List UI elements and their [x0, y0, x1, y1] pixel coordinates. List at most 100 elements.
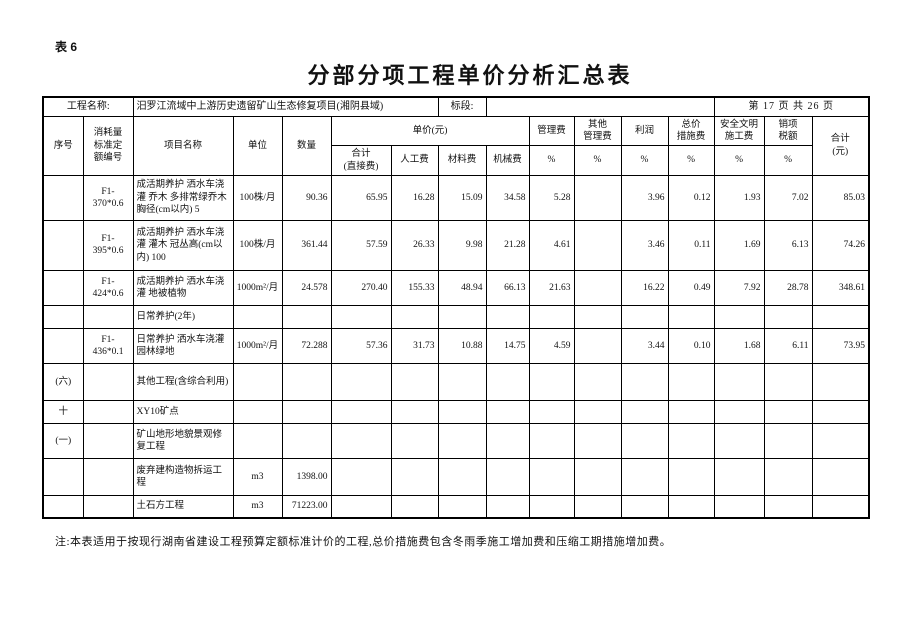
header-safety: 安全文明 施工费 [713, 115, 765, 147]
cell-qty: 24.578 [281, 269, 332, 306]
cell-unit [232, 362, 283, 401]
cell-labor: 26.33 [390, 219, 439, 271]
table-body: F1- 370*0.6 成活期养护 洒水车浇灌 乔木 多排常绿乔木 胸径(cm以内… [42, 174, 870, 519]
cell-total [811, 362, 870, 401]
header-management: 管理费 [528, 115, 575, 147]
header-tax: 销项 税额 [763, 115, 813, 147]
table-head: 工程名称: 汨罗江流域中上游历史遗留矿山生态修复项目(湘阴县域) 标段: 第 1… [42, 96, 870, 176]
header-management-pct: % [528, 145, 575, 176]
cell-name: 土石方工程 [132, 494, 234, 519]
table-row: F1- 370*0.6 成活期养护 洒水车浇灌 乔木 多排常绿乔木 胸径(cm以内… [42, 174, 870, 221]
cell-total: 73.95 [811, 327, 870, 364]
cell-seq [42, 269, 84, 306]
cell-material [437, 362, 487, 401]
cell-other [573, 327, 622, 364]
cell-qty: 1398.00 [281, 457, 332, 496]
table-row: F1- 424*0.6 成活期养护 洒水车浇灌 地被植物 1000m²/月 24.57… [42, 269, 870, 306]
cell-material [437, 457, 487, 496]
cell-material [437, 304, 487, 329]
cell-total: 348.61 [811, 269, 870, 306]
cell-other [573, 219, 622, 271]
cell-direct [330, 494, 392, 519]
cell-direct: 57.59 [330, 219, 392, 271]
cell-mgmt [528, 362, 575, 401]
header-row-1: 序号 消耗量 标准定 额编号 项目名称 单位 数量 单价(元) 管理费 其他 管… [42, 115, 870, 176]
cell-tax: 7.02 [763, 174, 813, 221]
cell-no [82, 457, 134, 496]
cell-seq: (一) [42, 422, 84, 459]
header-unit-price-group: 单价(元) [330, 115, 530, 147]
cell-mgmt [528, 457, 575, 496]
cell-mgmt: 21.63 [528, 269, 575, 306]
cell-unit: 100株/月 [232, 174, 283, 221]
cell-material: 9.98 [437, 219, 487, 271]
cell-safety [713, 399, 765, 424]
table-row: 日常养护(2年) [42, 304, 870, 329]
cell-total [811, 457, 870, 496]
cell-machine [485, 457, 530, 496]
cell-profit [620, 457, 669, 496]
cell-measure [667, 362, 715, 401]
cell-tax [763, 494, 813, 519]
cell-machine [485, 399, 530, 424]
cell-material: 10.88 [437, 327, 487, 364]
cell-labor [390, 399, 439, 424]
cell-total: 74.26 [811, 219, 870, 271]
header-row-2: 合计 (直接费) 人工费 材料费 机械费 % % % % % % [43, 145, 869, 176]
cell-name: XY10矿点 [132, 399, 234, 424]
cell-measure [667, 457, 715, 496]
cell-measure [667, 422, 715, 459]
cell-profit [620, 399, 669, 424]
cell-mgmt: 4.61 [528, 219, 575, 271]
cell-seq [42, 457, 84, 496]
cell-other [573, 399, 622, 424]
cell-no [82, 362, 134, 401]
cell-unit: 100株/月 [232, 219, 283, 271]
cell-other [573, 174, 622, 221]
cell-name: 日常养护 洒水车浇灌 园林绿地 [132, 327, 234, 364]
cell-qty [281, 362, 332, 401]
header-unit: 单位 [232, 115, 283, 176]
cell-seq [42, 327, 84, 364]
cell-tax [763, 422, 813, 459]
cell-qty [281, 399, 332, 424]
cell-tax: 6.11 [763, 327, 813, 364]
cell-other [573, 422, 622, 459]
cell-unit [232, 304, 283, 329]
cell-qty: 71223.00 [281, 494, 332, 519]
cell-tax [763, 457, 813, 496]
cell-measure [667, 304, 715, 329]
header-other-management-pct: % [573, 145, 622, 176]
cell-mgmt [528, 422, 575, 459]
header-total: 合计 (元) [811, 115, 870, 176]
cell-no: F1- 395*0.6 [82, 219, 134, 271]
cell-tax: 6.13 [763, 219, 813, 271]
cell-no: F1- 436*0.1 [82, 327, 134, 364]
cell-profit [620, 494, 669, 519]
header-tax-pct: % [763, 145, 813, 176]
cell-machine: 14.75 [485, 327, 530, 364]
cell-safety [713, 304, 765, 329]
cell-total [811, 422, 870, 459]
cell-total [811, 494, 870, 519]
cell-labor: 31.73 [390, 327, 439, 364]
table-row: 十 XY10矿点 [42, 399, 870, 424]
cell-safety [713, 362, 765, 401]
cell-profit [620, 422, 669, 459]
cell-material [437, 422, 487, 459]
footnote: 注:本表适用于按现行湖南省建设工程预算定额标准计价的工程,总价措施费包含冬雨季施… [55, 536, 672, 548]
cell-mgmt [528, 399, 575, 424]
cell-name: 成活期养护 洒水车浇灌 乔木 多排常绿乔木 胸径(cm以内) 5 [132, 174, 234, 221]
table-row: F1- 436*0.1 日常养护 洒水车浇灌 园林绿地 1000m²/月 72.288… [42, 327, 870, 364]
cell-tax: 28.78 [763, 269, 813, 306]
cell-qty: 72.288 [281, 327, 332, 364]
cell-machine [485, 362, 530, 401]
cell-safety [713, 494, 765, 519]
cell-name: 其他工程(含综合利用) [132, 362, 234, 401]
cell-other [573, 362, 622, 401]
cell-mgmt: 5.28 [528, 174, 575, 221]
cell-tax [763, 362, 813, 401]
cell-name: 成活期养护 洒水车浇灌 灌木 冠丛高(cm以内) 100 [132, 219, 234, 271]
cell-machine [485, 422, 530, 459]
